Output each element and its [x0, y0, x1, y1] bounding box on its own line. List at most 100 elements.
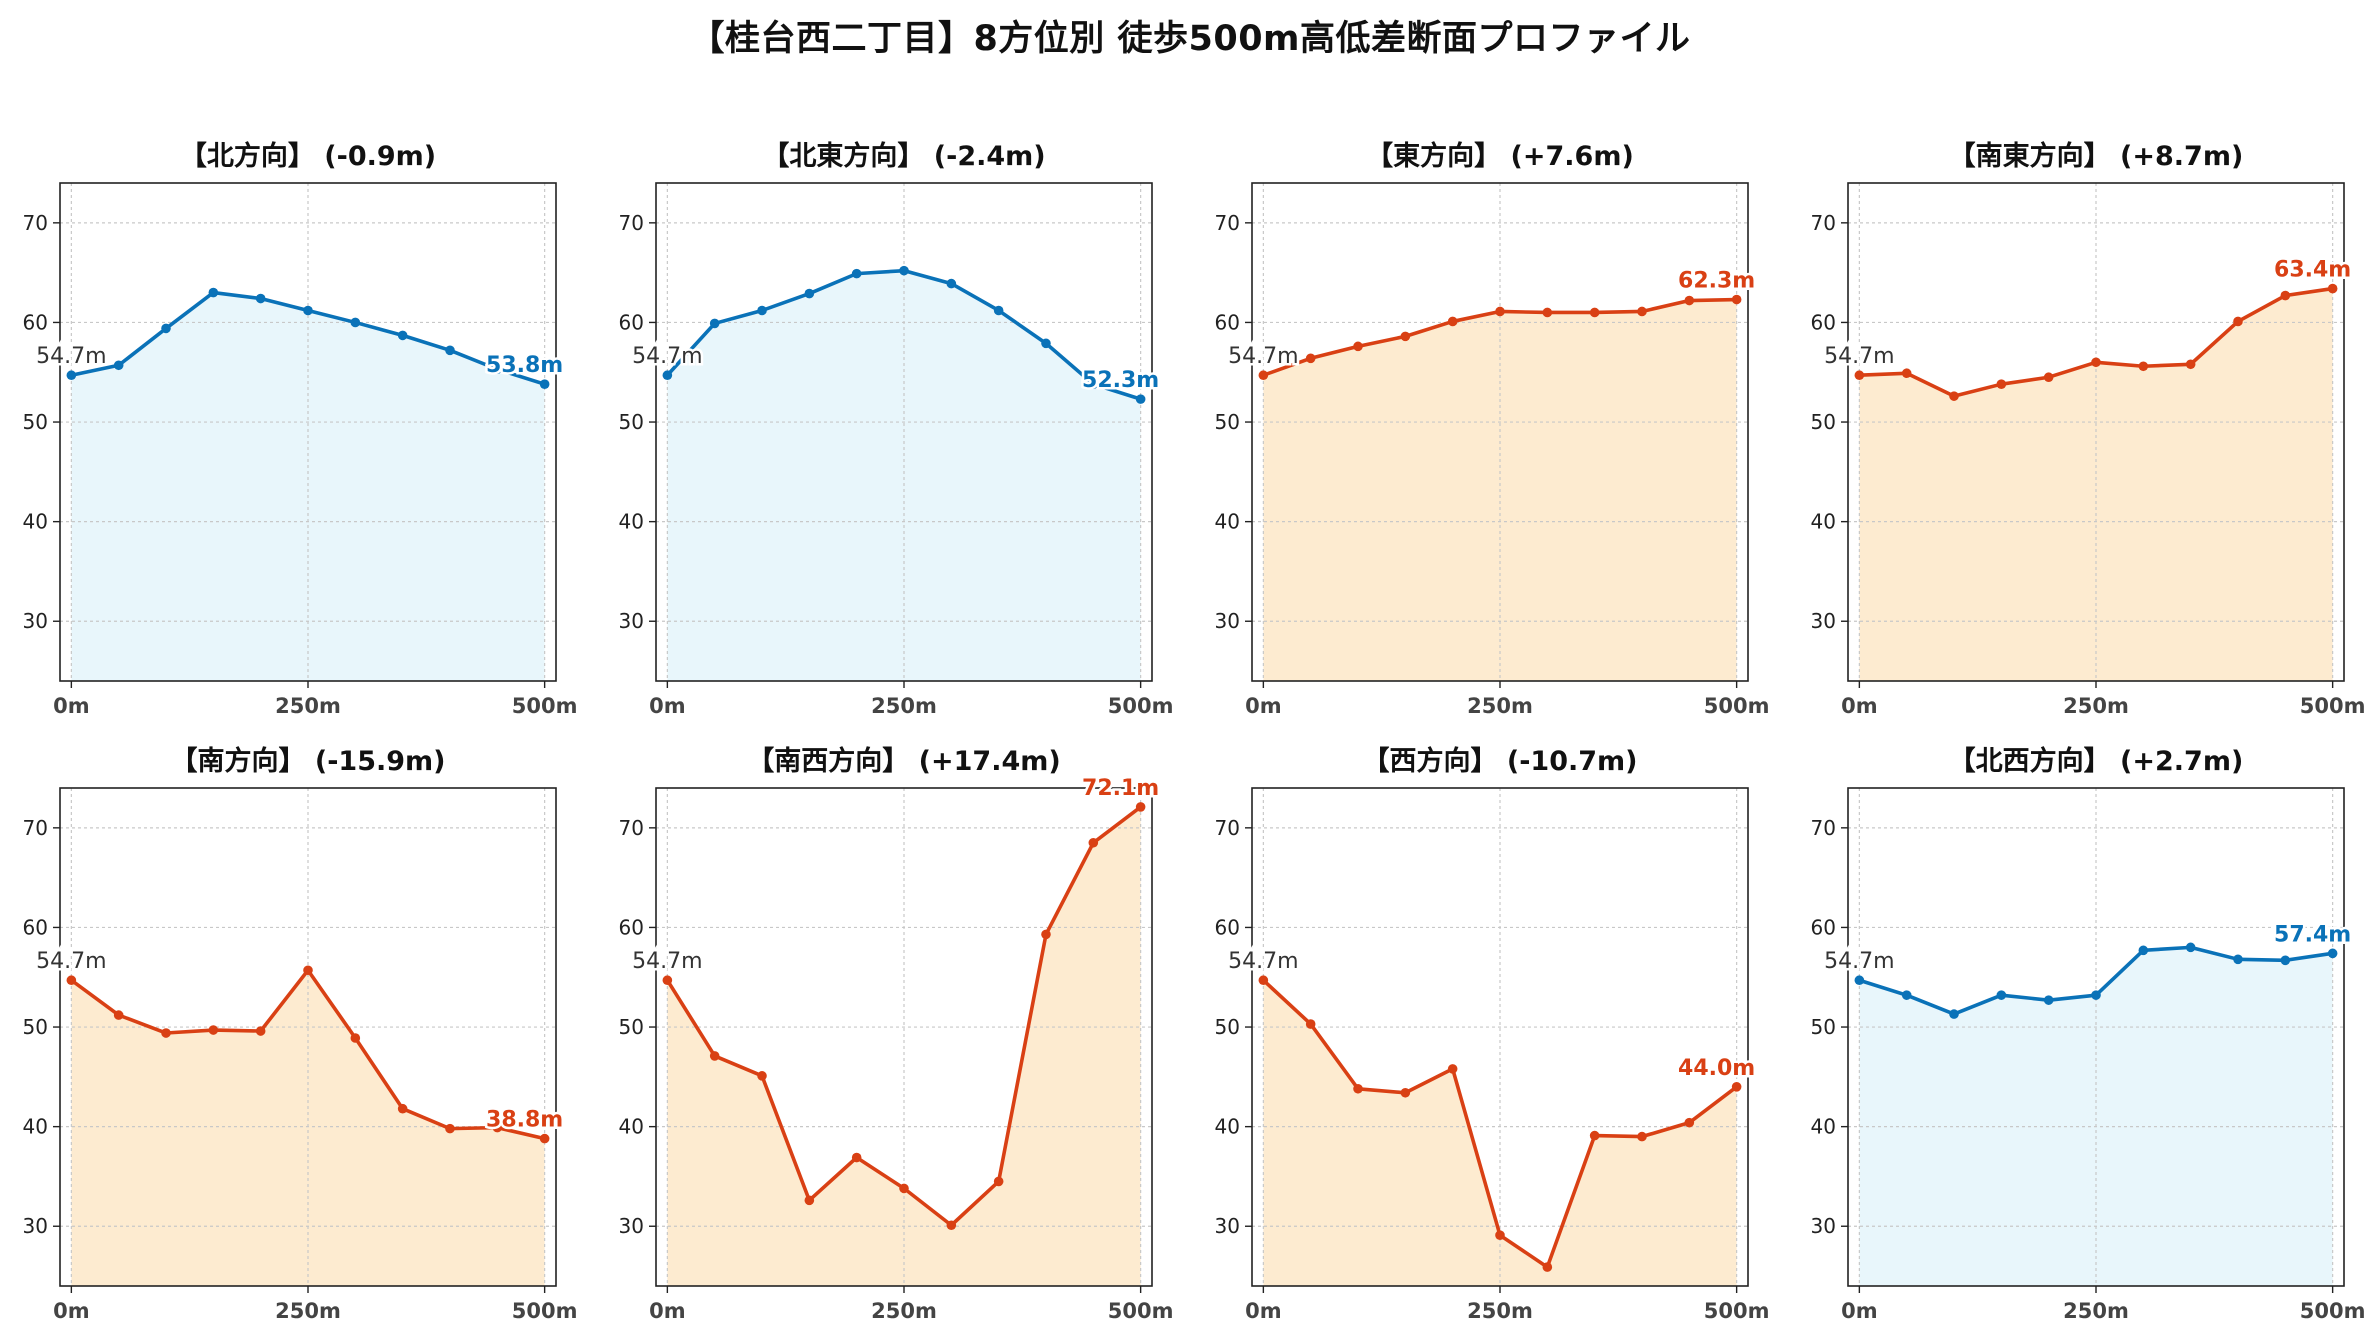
- y-tick-label: 60: [23, 915, 48, 939]
- y-tick-label: 30: [23, 609, 48, 633]
- data-point: [804, 1195, 815, 1206]
- area-fill: [1859, 947, 2333, 1286]
- area-fill: [667, 270, 1141, 681]
- data-point: [1996, 990, 2007, 1000]
- y-tick-label: 50: [23, 1015, 48, 1039]
- data-point: [1637, 1131, 1647, 1142]
- x-tick-label: 0m: [1841, 694, 1878, 718]
- data-point: [1400, 331, 1411, 342]
- data-point: [709, 318, 720, 329]
- y-tick-label: 50: [619, 410, 644, 434]
- x-tick-label: 500m: [512, 1299, 578, 1323]
- data-point: [208, 287, 219, 298]
- y-tick-label: 70: [1811, 211, 1836, 235]
- subplot-title: 【北方向】 (-0.9m): [180, 140, 436, 172]
- data-point: [1088, 379, 1099, 389]
- data-point: [1088, 837, 1099, 848]
- start-value-label: 54.7m: [1824, 949, 1894, 974]
- data-point: [445, 1123, 455, 1134]
- data-point: [1637, 306, 1647, 317]
- y-tick-label: 30: [619, 1214, 644, 1238]
- y-tick-label: 40: [619, 1115, 644, 1139]
- subplot-title: 【南西方向】 (+17.4m): [747, 745, 1060, 777]
- x-tick-label: 250m: [1467, 694, 1533, 718]
- data-point: [1684, 295, 1695, 306]
- figure-title: 【桂台西二丁目】8方位別 徒歩500m高低差断面プロファイル: [689, 19, 1691, 59]
- y-tick-label: 30: [1215, 1214, 1240, 1238]
- data-point: [2138, 945, 2149, 956]
- y-tick-label: 60: [619, 915, 644, 939]
- subplot-1: 30 40 50 60 70 0m 250m 500m 【北東方向】 (-2.4m) 54.7m 5…: [619, 140, 1174, 718]
- end-value-label: 52.3m: [1082, 368, 1159, 393]
- start-value-label: 54.7m: [36, 344, 106, 369]
- y-tick-label: 30: [1811, 1214, 1836, 1238]
- data-point: [1589, 307, 1600, 318]
- data-point: [899, 1183, 909, 1194]
- data-point: [445, 345, 455, 356]
- y-tick-label: 60: [23, 310, 48, 334]
- subplot-7: 30 40 50 60 70 0m 250m 500m 【北西方向】 (+2.7m) 54.7m 5…: [1811, 745, 2366, 1323]
- data-point: [662, 975, 673, 986]
- x-tick-label: 500m: [2300, 694, 2366, 718]
- x-tick-label: 0m: [1841, 1299, 1878, 1323]
- data-point: [2327, 283, 2338, 294]
- data-point: [1495, 1230, 1505, 1241]
- data-point: [161, 323, 171, 334]
- data-point: [1901, 990, 1912, 1000]
- x-tick-label: 250m: [1467, 1299, 1533, 1323]
- y-tick-label: 50: [1215, 1015, 1240, 1039]
- data-point: [804, 288, 815, 299]
- data-point: [1949, 1009, 1959, 1019]
- y-tick-label: 50: [23, 410, 48, 434]
- y-tick-label: 40: [619, 510, 644, 534]
- data-point: [350, 1033, 361, 1043]
- data-point: [2043, 995, 2054, 1005]
- subplot-title: 【西方向】 (-10.7m): [1362, 745, 1637, 777]
- y-tick-label: 70: [1215, 816, 1240, 840]
- subplot-title: 【東方向】 (+7.6m): [1366, 140, 1634, 172]
- x-tick-label: 500m: [1704, 694, 1770, 718]
- y-tick-label: 70: [1215, 211, 1240, 235]
- subplot-2: 30 40 50 60 70 0m 250m 500m 【東方向】 (+7.6m) 54.7m 62…: [1215, 140, 1770, 718]
- end-value-label: 57.4m: [2274, 922, 2351, 947]
- data-point: [1400, 1087, 1411, 1098]
- data-point: [1542, 307, 1553, 318]
- data-point: [66, 975, 77, 986]
- data-point: [303, 965, 313, 976]
- y-tick-label: 30: [1811, 609, 1836, 633]
- data-point: [161, 1028, 171, 1038]
- data-point: [1731, 1082, 1742, 1092]
- end-value-label: 72.1m: [1082, 776, 1159, 801]
- data-point: [993, 1176, 1004, 1187]
- data-point: [1305, 1019, 1316, 1029]
- data-point: [1135, 394, 1146, 404]
- subplot-title: 【北西方向】 (+2.7m): [1949, 745, 2244, 777]
- start-value-label: 54.7m: [1228, 949, 1298, 974]
- data-point: [899, 265, 909, 276]
- data-point: [492, 364, 503, 375]
- x-tick-label: 500m: [2300, 1299, 2366, 1323]
- x-tick-label: 250m: [275, 694, 341, 718]
- y-tick-label: 40: [1811, 510, 1836, 534]
- x-tick-label: 0m: [649, 694, 686, 718]
- data-point: [397, 1103, 408, 1114]
- area-fill: [71, 970, 545, 1286]
- data-point: [2185, 359, 2196, 370]
- x-tick-label: 250m: [2063, 1299, 2129, 1323]
- subplot-0: 30 40 50 60 70 0m 250m 500m 【北方向】 (-0.9m) 54.7m 53…: [23, 140, 578, 718]
- y-tick-label: 30: [1215, 609, 1240, 633]
- data-point: [2280, 955, 2291, 966]
- data-point: [255, 293, 266, 304]
- x-tick-label: 500m: [1704, 1299, 1770, 1323]
- y-tick-label: 40: [23, 1115, 48, 1139]
- data-point: [397, 330, 408, 341]
- data-point: [1041, 929, 1051, 940]
- data-point: [1447, 1064, 1458, 1074]
- y-tick-label: 30: [23, 1214, 48, 1238]
- y-tick-label: 40: [23, 510, 48, 534]
- data-point: [113, 360, 124, 371]
- subplot-3: 30 40 50 60 70 0m 250m 500m 【南東方向】 (+8.7m) 54.7m 6…: [1811, 140, 2366, 718]
- data-point: [539, 379, 550, 389]
- subplot-title: 【南方向】 (-15.9m): [170, 745, 445, 777]
